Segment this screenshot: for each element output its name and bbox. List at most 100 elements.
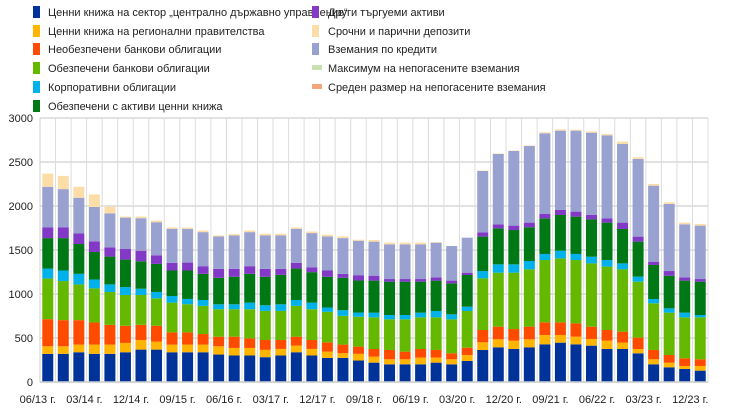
bar-segment: [213, 235, 224, 236]
bar-segment: [431, 358, 442, 363]
bar-segment: [617, 142, 628, 144]
bar-segment: [415, 349, 426, 358]
bar-segment: [555, 258, 566, 322]
bar-segment: [617, 229, 628, 263]
bar-segment: [384, 282, 395, 315]
bar-segment: [539, 254, 550, 260]
bar-segment: [539, 133, 550, 214]
bar-segment: [198, 300, 209, 306]
bar-segment: [291, 263, 302, 269]
bar-segment: [58, 320, 69, 346]
bar-segment: [213, 278, 224, 304]
bar-segment: [213, 236, 224, 268]
bar-segment: [182, 304, 193, 332]
bar-segment: [135, 295, 146, 325]
legend-label: Среден размер на непогасените вземания: [328, 82, 546, 94]
legend-swatch: [312, 43, 319, 55]
bar-segment: [695, 279, 706, 282]
legend: Ценни книжа на сектор „централно държавн…: [33, 6, 546, 113]
bar-segment: [415, 279, 426, 282]
bar-segment: [260, 305, 271, 311]
bar-segment: [664, 202, 675, 204]
bar-segment: [695, 366, 706, 371]
bar-segment: [617, 332, 628, 343]
bar-segment: [415, 317, 426, 349]
bar-segment: [384, 359, 395, 364]
bar-segment: [664, 271, 675, 276]
bar-segment: [120, 326, 131, 343]
bar-segment: [73, 198, 84, 234]
bar-segment: [539, 218, 550, 254]
bar-segment: [539, 344, 550, 382]
bar-segment: [104, 207, 115, 214]
bar-segment: [306, 340, 317, 349]
bar-segment: [104, 345, 115, 354]
bar-segment: [291, 229, 302, 263]
x-tick-label: 09/18 г.: [346, 394, 382, 406]
x-tick-label: 06/16 г.: [206, 394, 242, 406]
bar-segment: [244, 303, 255, 310]
bar-segment: [198, 352, 209, 382]
bar-segment: [337, 316, 348, 345]
bar-segment: [446, 281, 457, 284]
bar-segment: [570, 131, 581, 212]
legend-line-marker: [312, 65, 322, 70]
x-tick-label: 09/21 г.: [532, 394, 568, 406]
bar-segment: [244, 309, 255, 338]
bar-segment: [337, 236, 348, 238]
bar-segment: [229, 348, 240, 356]
bar-segment: [260, 357, 271, 382]
legend-label: Ценни книжа на сектор „централно държавн…: [48, 7, 348, 19]
legend-label: Максимум на непогасените вземания: [328, 63, 520, 75]
bar-segment: [508, 273, 519, 329]
x-tick-label: 12/14 г.: [113, 394, 149, 406]
bar-segment: [633, 338, 644, 349]
bar-segment: [602, 223, 613, 260]
bar-segment: [431, 281, 442, 311]
bar-segment: [493, 264, 504, 272]
bar-segment: [322, 358, 333, 382]
bar-segment: [167, 229, 178, 263]
bar-segment: [602, 134, 613, 135]
bar-segment: [369, 240, 380, 242]
bar-segment: [602, 267, 613, 330]
bar-segment: [337, 353, 348, 358]
bar-segment: [104, 257, 115, 285]
bar-segment: [508, 230, 519, 264]
bar-segment: [431, 243, 442, 278]
bar-segment: [135, 261, 146, 288]
bar-segment: [633, 159, 644, 237]
legend-swatch: [33, 6, 40, 18]
y-tick-label: 1000: [9, 289, 33, 301]
bar-segment: [120, 249, 131, 260]
bar-segment: [104, 247, 115, 256]
bar-segment: [524, 269, 535, 326]
bar-segment: [322, 352, 333, 358]
bar-segment: [306, 233, 317, 267]
bar-segment: [104, 325, 115, 345]
bar-segment: [695, 317, 706, 359]
legend-label: Обезпечени банкови облигации: [48, 63, 210, 75]
bar-segment: [58, 227, 69, 238]
bar-segment: [104, 213, 115, 247]
bar-segment: [89, 288, 100, 322]
bar-segment: [198, 230, 209, 232]
bar-segment: [58, 346, 69, 354]
bar-segment: [151, 342, 162, 350]
bar-segment: [42, 346, 53, 354]
bar-segment: [570, 323, 581, 336]
bar-segment: [353, 347, 364, 354]
bar-segment: [415, 313, 426, 318]
bar-segment: [89, 279, 100, 288]
bar-segment: [477, 237, 488, 271]
bar-segment: [586, 219, 597, 256]
bar-segment: [446, 319, 457, 353]
x-tick-label: 06/13 г.: [20, 394, 56, 406]
bar-segment: [151, 264, 162, 292]
bar-segment: [415, 243, 426, 245]
bar-segment: [306, 272, 317, 302]
bar-segment: [135, 217, 146, 219]
bar-segment: [477, 278, 488, 330]
y-tick-label: 1500: [9, 245, 33, 257]
